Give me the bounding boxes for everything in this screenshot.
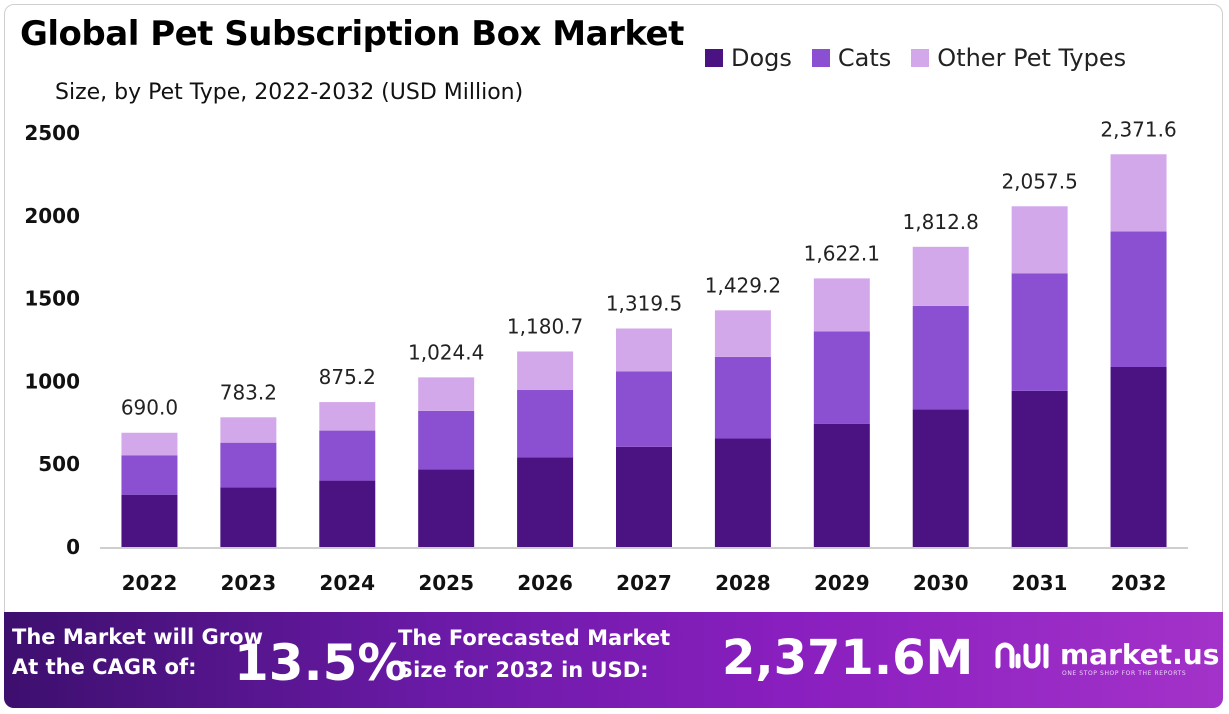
bar-other-pet-types-2027 [616,328,672,372]
bar-dogs-2025 [418,469,475,547]
legend-swatch-other [911,49,930,67]
brand-logo[interactable]: market.us [994,638,1219,671]
bar-cats-2027 [616,371,672,447]
bar-other-pet-types-2024 [319,402,376,431]
forecast-label: The Forecasted Market Size for 2032 in U… [398,622,670,686]
bar-cats-2030 [912,305,969,410]
bar-cats-2031 [1011,273,1068,391]
cagr-label-line1: The Market will Grow [12,625,263,649]
bar-other-pet-types-2023 [220,417,277,443]
total-label-2022: 690.0 [121,396,178,420]
bar-cats-2023 [220,442,277,488]
legend-label-dogs: Dogs [731,44,792,72]
bar-dogs-2027 [616,446,672,547]
x-tick-label: 2031 [1012,571,1068,595]
total-label-2031: 2,057.5 [1001,169,1077,193]
total-label-2027: 1,319.5 [606,291,682,315]
bar-dogs-2022 [121,494,178,547]
forecast-label-line2: Size for 2032 in USD: [398,658,649,682]
x-tick-label: 2028 [715,571,771,595]
bar-cats-2024 [319,430,376,481]
bar-other-pet-types-2022 [121,432,178,456]
legend-item-dogs: Dogs [705,44,792,72]
cagr-value: 13.5% [234,634,408,692]
market-us-logo-icon [995,642,1049,668]
bar-other-pet-types-2028 [714,310,771,357]
chart-title: Global Pet Subscription Box Market [20,14,684,54]
legend: Dogs Cats Other Pet Types [705,44,1126,72]
bar-dogs-2029 [813,423,870,547]
chart-subtitle: Size, by Pet Type, 2022-2032 (USD Millio… [55,80,524,105]
forecast-label-line1: The Forecasted Market [398,626,671,650]
bar-other-pet-types-2030 [912,246,969,306]
legend-label-cats: Cats [837,44,892,72]
brand-tagline: ONE STOP SHOP FOR THE REPORTS [1062,670,1187,677]
y-tick-label: 2000 [24,204,80,228]
total-label-2028: 1,429.2 [705,273,781,297]
x-tick-label: 2022 [122,571,178,595]
bar-cats-2026 [517,390,574,458]
total-label-2026: 1,180.7 [507,314,583,338]
bar-other-pet-types-2025 [418,377,475,411]
total-label-2023: 783.2 [220,380,277,404]
x-tick-label: 2030 [913,571,969,595]
legend-swatch-cats [811,49,830,67]
bar-dogs-2024 [319,480,376,547]
y-tick-label: 1500 [24,287,80,311]
bar-cats-2029 [813,331,870,424]
x-tick-label: 2032 [1111,571,1167,595]
x-tick-label: 2024 [319,571,375,595]
y-tick-label: 2500 [24,121,80,145]
legend-item-other: Other Pet Types [911,44,1126,72]
bar-dogs-2028 [714,438,771,547]
stacked-bar-chart: 0 500 1000 1500 2000 2500 690.0 2022 783.2 2023 87… [24,117,1188,595]
cagr-label-line2: At the CAGR of: [12,655,197,679]
bar-dogs-2023 [220,487,277,547]
y-tick-label: 1000 [24,369,80,393]
footer-banner: The Market will Grow At the CAGR of: 13.… [4,612,1223,708]
total-label-2024: 875.2 [319,365,376,389]
bar-cats-2028 [714,356,771,439]
total-label-2025: 1,024.4 [408,340,484,364]
bar-other-pet-types-2029 [813,278,870,332]
legend-swatch-dogs [705,49,723,67]
bar-dogs-2032 [1110,366,1167,547]
bar-cats-2032 [1110,231,1167,367]
bar-other-pet-types-2031 [1011,206,1068,274]
legend-item-cats: Cats [811,44,892,72]
x-tick-label: 2029 [814,571,870,595]
total-label-2029: 1,622.1 [804,241,880,265]
bar-other-pet-types-2026 [517,351,574,391]
brand-name: market.us [1060,638,1220,671]
cagr-label: The Market will Grow At the CAGR of: [12,622,263,682]
bar-cats-2025 [418,410,475,470]
x-tick-label: 2023 [221,571,277,595]
x-tick-label: 2027 [616,571,672,595]
legend-label-other: Other Pet Types [937,44,1127,72]
y-tick-label: 500 [38,452,80,476]
x-tick-label: 2026 [517,571,573,595]
bar-dogs-2031 [1011,390,1068,547]
x-tick-label: 2025 [418,571,474,595]
bar-dogs-2026 [517,457,574,547]
forecast-value: 2,371.6M [722,630,974,686]
bar-other-pet-types-2032 [1110,154,1167,232]
total-label-2032: 2,371.6 [1100,117,1176,141]
bar-dogs-2030 [912,409,969,547]
y-tick-label: 0 [66,535,80,559]
bar-cats-2022 [121,455,178,495]
total-label-2030: 1,812.8 [903,210,979,234]
